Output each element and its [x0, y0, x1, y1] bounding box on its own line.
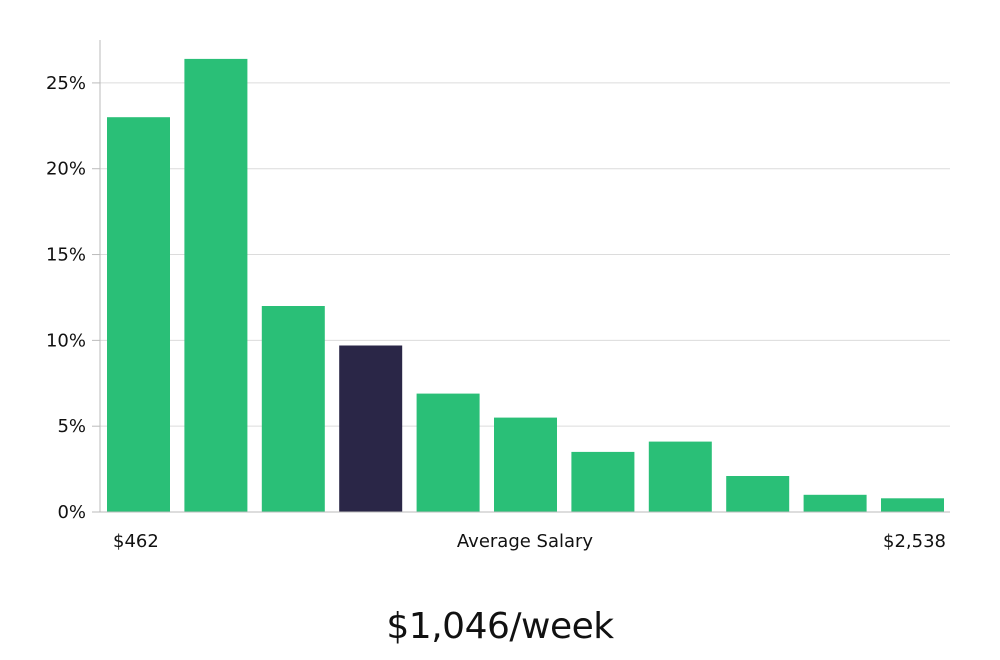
- y-tick-label: 5%: [57, 416, 86, 437]
- salary-histogram: 0% 5% 10% 15% 20% 25% $462 Average Salary $2,…: [46, 40, 950, 552]
- bar: [416, 393, 480, 512]
- x-axis-title: Average Salary: [457, 531, 594, 552]
- x-max-label: $2,538: [883, 531, 946, 552]
- weekly-salary-headline: $1,046/week: [386, 606, 614, 647]
- bars: [107, 58, 944, 513]
- y-tick-label: 25%: [46, 73, 86, 94]
- y-tick-label: 20%: [46, 159, 86, 180]
- axes: [99, 40, 950, 513]
- bar: [726, 476, 790, 512]
- bar-highlighted: [339, 345, 403, 512]
- bar: [648, 441, 712, 512]
- y-tick-label: 0%: [57, 502, 86, 523]
- x-min-label: $462: [113, 531, 159, 552]
- y-tick-labels: 0% 5% 10% 15% 20% 25%: [46, 73, 100, 523]
- y-tick-label: 10%: [46, 330, 86, 351]
- y-tick-label: 15%: [46, 245, 86, 266]
- x-labels: $462 Average Salary $2,538: [113, 531, 946, 552]
- bar: [571, 451, 635, 512]
- bar: [107, 117, 170, 512]
- bar: [803, 494, 867, 512]
- bar: [881, 498, 944, 512]
- bar: [494, 417, 557, 512]
- bar: [184, 58, 248, 513]
- chart-canvas: 0% 5% 10% 15% 20% 25% $462 Average Salary $2,…: [46, 40, 950, 552]
- bar: [261, 306, 325, 512]
